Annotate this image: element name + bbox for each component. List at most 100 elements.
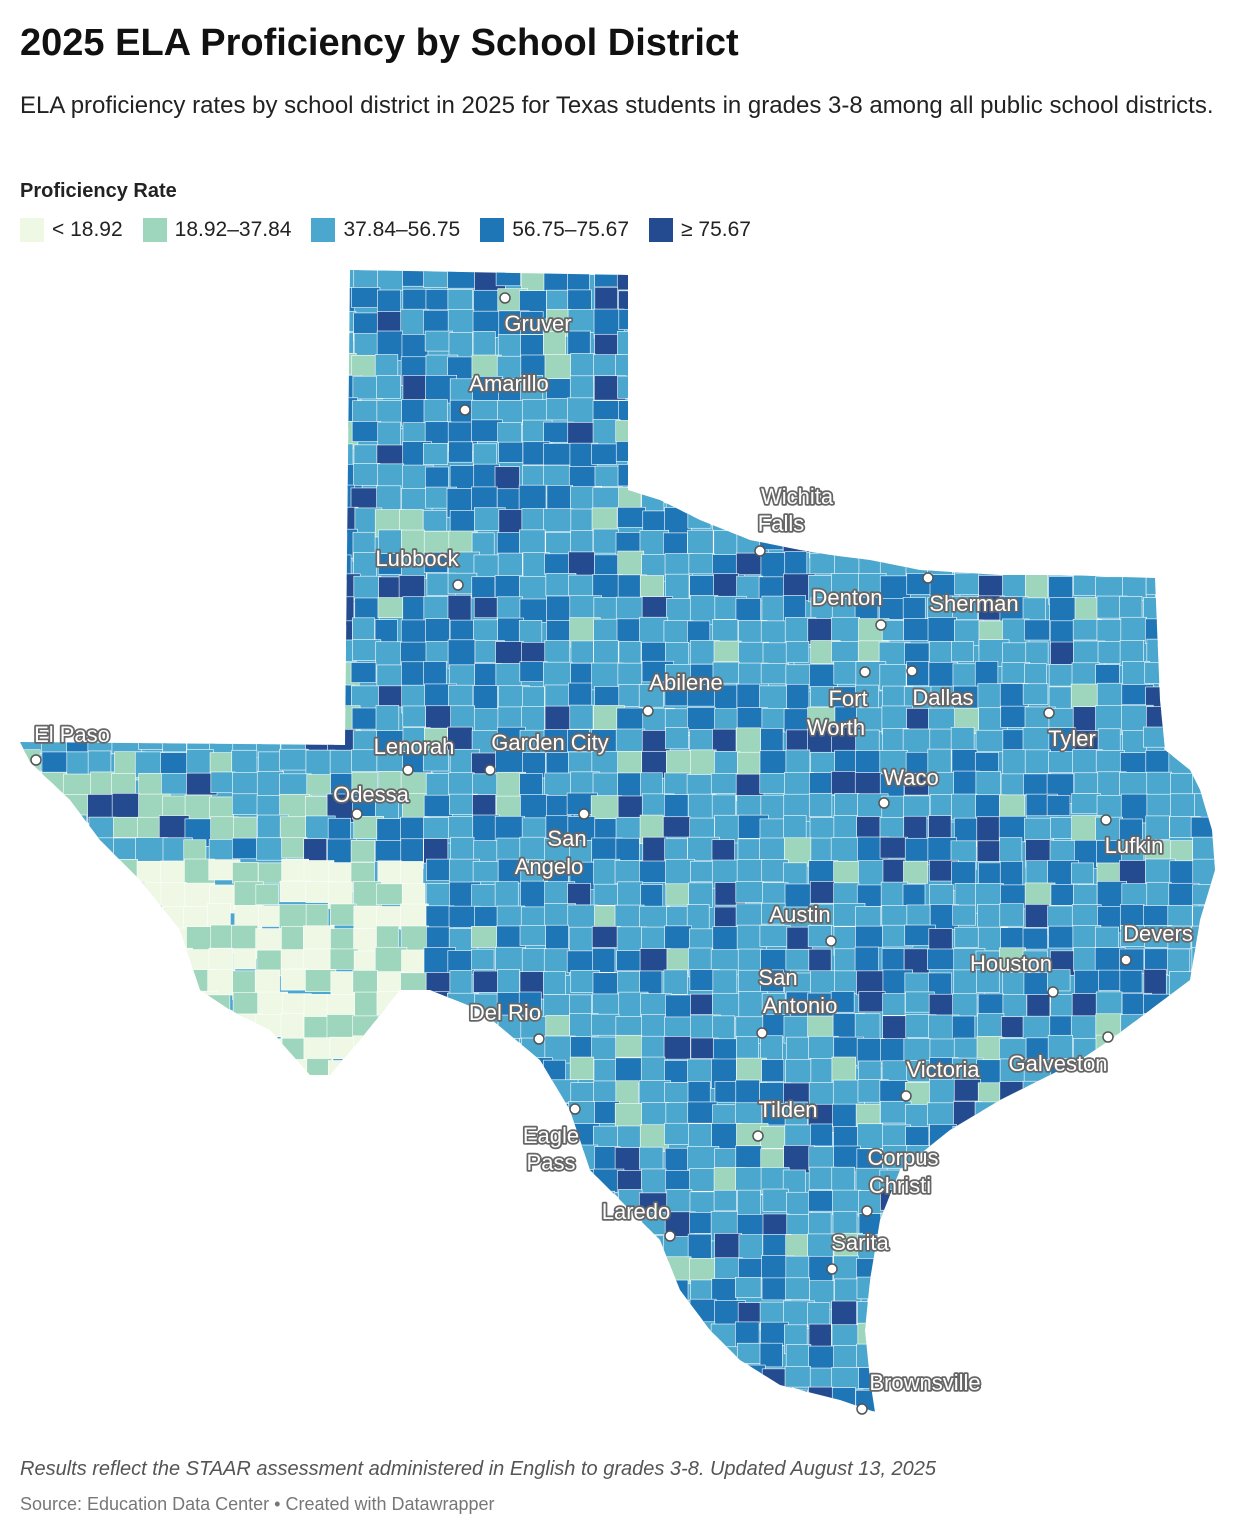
district-shape — [424, 1014, 448, 1038]
district-shape — [448, 1035, 476, 1065]
district-shape — [113, 270, 142, 296]
district-shape — [1074, 531, 1106, 562]
district-shape — [471, 1365, 496, 1390]
district-shape — [663, 969, 688, 995]
district-shape — [472, 861, 499, 883]
district-shape — [210, 1146, 237, 1168]
district-shape — [1169, 1145, 1198, 1175]
district-shape — [352, 1235, 384, 1263]
district-shape — [594, 1346, 624, 1375]
district-shape — [496, 1059, 526, 1087]
district-shape — [39, 375, 66, 403]
district-shape — [1024, 376, 1050, 399]
district-shape — [1025, 572, 1048, 599]
district-shape — [183, 443, 215, 466]
district-shape — [377, 421, 401, 449]
district-shape — [952, 1126, 977, 1150]
district-shape — [1050, 1388, 1083, 1412]
district-shape — [1048, 1366, 1080, 1393]
district-shape — [1217, 727, 1240, 753]
district-shape — [20, 575, 44, 602]
district-shape — [807, 510, 835, 536]
district-shape — [40, 817, 72, 840]
district-shape — [1142, 1278, 1172, 1300]
district-shape — [279, 594, 311, 618]
district-shape — [641, 1322, 665, 1349]
district-shape — [926, 1300, 953, 1331]
district-shape — [160, 1324, 190, 1352]
district-shape — [834, 793, 860, 818]
district-shape — [233, 398, 263, 421]
district-shape — [232, 552, 260, 574]
district-shape — [400, 1365, 426, 1389]
district-shape — [831, 1324, 860, 1348]
district-shape — [591, 926, 621, 948]
district-shape — [111, 729, 142, 754]
district-shape — [855, 485, 881, 511]
district-shape — [1218, 310, 1240, 331]
district-shape — [304, 663, 334, 685]
district-shape — [352, 970, 378, 993]
legend-label: 56.75–75.67 — [512, 218, 630, 241]
district-shape — [352, 1035, 381, 1066]
district-shape — [1095, 463, 1121, 492]
district-shape — [496, 905, 526, 927]
district-shape — [1215, 1147, 1240, 1175]
district-shape — [1001, 312, 1026, 336]
district-shape — [1096, 399, 1121, 428]
district-shape — [88, 859, 120, 886]
district-shape — [519, 576, 549, 602]
district-shape — [688, 1389, 714, 1412]
district-shape — [687, 620, 711, 644]
district-shape — [1216, 1390, 1240, 1418]
district-shape — [1073, 946, 1097, 972]
district-shape — [498, 1146, 522, 1170]
district-shape — [40, 1060, 70, 1084]
district-shape — [952, 1276, 984, 1302]
district-shape — [231, 1301, 256, 1325]
district-shape — [137, 1214, 165, 1237]
district-shape — [280, 730, 308, 752]
district-shape — [1143, 462, 1174, 488]
district-shape — [546, 595, 573, 624]
district-shape — [279, 1147, 308, 1172]
district-shape — [687, 1345, 717, 1376]
district-shape — [882, 287, 912, 313]
district-shape — [184, 683, 212, 710]
district-shape — [402, 1409, 428, 1412]
district-shape — [1169, 1413, 1194, 1436]
district-shape — [378, 1125, 409, 1149]
district-shape — [448, 332, 473, 358]
district-shape — [1146, 638, 1174, 665]
district-shape — [159, 1037, 190, 1060]
district-shape — [1050, 529, 1077, 554]
district-shape — [158, 642, 188, 669]
district-shape — [882, 993, 906, 1016]
district-shape — [424, 1170, 448, 1196]
district-shape — [208, 397, 233, 424]
district-shape — [326, 639, 357, 662]
district-shape — [470, 1101, 494, 1124]
district-shape — [447, 1166, 475, 1195]
district-shape — [111, 487, 140, 514]
district-shape — [86, 1212, 113, 1239]
district-shape — [88, 530, 119, 552]
district-shape — [328, 1257, 357, 1286]
district-shape — [377, 289, 401, 314]
district-shape — [639, 948, 672, 972]
district-shape — [182, 1300, 210, 1328]
city-label: Denton — [812, 585, 883, 610]
district-shape — [977, 486, 1008, 511]
district-shape — [977, 1214, 1008, 1237]
district-shape — [87, 1255, 114, 1277]
district-shape — [209, 554, 233, 576]
district-shape — [664, 553, 693, 577]
district-shape — [593, 1389, 622, 1412]
district-shape — [280, 1125, 311, 1153]
district-shape — [1025, 641, 1049, 666]
district-shape — [975, 1345, 1002, 1366]
city-label: Lufkin — [1105, 833, 1164, 858]
district-shape — [1071, 662, 1100, 688]
district-shape — [639, 1279, 668, 1302]
district-shape — [20, 465, 44, 488]
